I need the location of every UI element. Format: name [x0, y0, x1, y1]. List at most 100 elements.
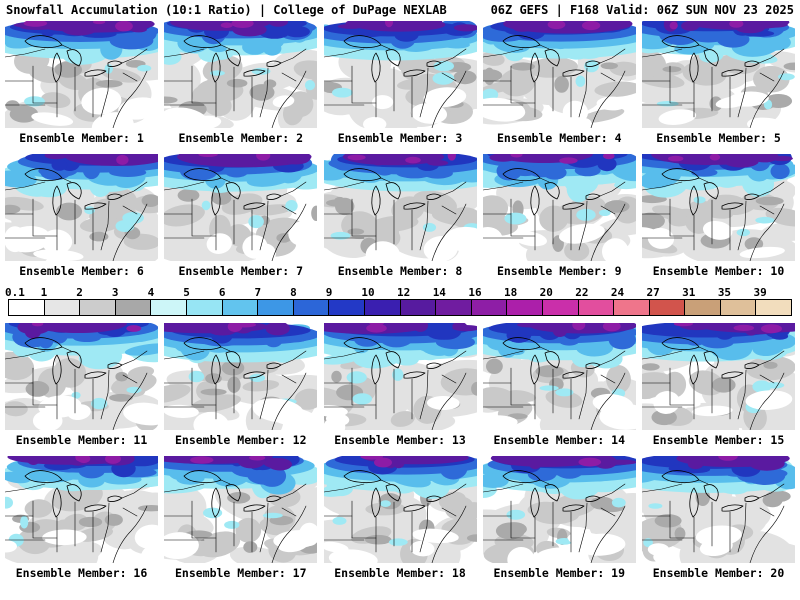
colorbar-segment [293, 300, 330, 315]
ensemble-panel: Ensemble Member: 12 [164, 323, 318, 454]
ensemble-panel: Ensemble Member: 1 [5, 21, 158, 152]
colorbar-segment [222, 300, 259, 315]
snowfall-map [642, 456, 795, 563]
snowfall-map [164, 154, 318, 261]
panel-row-2: Ensemble Member: 6 Ensemble Member: 7 En… [0, 152, 800, 285]
product-title: Snowfall Accumulation (10:1 Ratio) | Col… [6, 3, 447, 17]
colorbar-value: 35 [717, 286, 732, 299]
ensemble-panel: Ensemble Member: 6 [5, 154, 158, 285]
colorbar-segment [151, 300, 187, 315]
colorbar-value: 39 [753, 286, 767, 299]
colorbar-value: 4 [147, 286, 155, 299]
ensemble-panel: Ensemble Member: 8 [323, 154, 477, 285]
ensemble-panel: Ensemble Member: 3 [323, 21, 477, 152]
snowfall-map [642, 154, 795, 261]
colorbar-segment [364, 300, 401, 315]
snowfall-map [5, 154, 158, 261]
snowfall-map [5, 456, 158, 563]
ensemble-panel: Ensemble Member: 17 [164, 456, 318, 587]
colorbar [8, 299, 792, 316]
colorbar-value: 8 [290, 286, 297, 299]
panel-row-1: Ensemble Member: 1 Ensemble Member: 2 En… [0, 19, 800, 152]
ensemble-panel: Ensemble Member: 10 [642, 154, 795, 285]
panel-label: Ensemble Member: 5 [656, 131, 781, 145]
snowfall-map [323, 154, 477, 261]
colorbar-value: 24 [610, 286, 625, 299]
model-run-info: 06Z GEFS | F168 Valid: 06Z SUN NOV 23 20… [490, 3, 794, 17]
colorbar-value: 3 [111, 286, 119, 299]
colorbar-segment [400, 300, 437, 315]
snowfall-map [482, 154, 636, 261]
colorbar-segment [44, 300, 81, 315]
panel-label: Ensemble Member: 7 [178, 264, 304, 278]
colorbar-segment [542, 300, 579, 315]
panel-label: Ensemble Member: 16 [15, 566, 148, 580]
colorbar-value: 27 [646, 286, 660, 299]
colorbar-segment [436, 300, 472, 315]
colorbar-value: 2 [76, 286, 83, 299]
ensemble-panel: Ensemble Member: 19 [482, 456, 636, 587]
colorbar-value: 12 [397, 286, 411, 299]
colorbar-value: 14 [432, 286, 446, 299]
panel-label: Ensemble Member: 17 [174, 566, 307, 580]
colorbar-value: 1 [40, 286, 48, 299]
panel-row-3: Ensemble Member: 11 Ensemble Member: 12 … [0, 321, 800, 454]
colorbar-value: 7 [254, 286, 262, 299]
colorbar-value: 16 [468, 286, 482, 299]
colorbar-values: 0.1 1 2 3 4 5 6 7 8 9 10 12 14 16 18 20 22 24 27 31 35 39 [5, 286, 792, 299]
colorbar-segment [720, 300, 757, 315]
snowfall-map [642, 323, 795, 430]
snowfall-map [323, 21, 477, 128]
snowfall-map [164, 21, 318, 128]
panel-label: Ensemble Member: 4 [496, 131, 622, 145]
ensemble-panel: Ensemble Member: 15 [642, 323, 795, 454]
snowfall-map [5, 323, 158, 430]
colorbar-segment [614, 300, 650, 315]
colorbar-value: 31 [682, 286, 696, 299]
snowfall-map [5, 21, 158, 128]
snowfall-map [482, 323, 636, 430]
panel-label: Ensemble Member: 19 [493, 566, 626, 580]
ensemble-panel: Ensemble Member: 14 [482, 323, 636, 454]
snowfall-map [482, 456, 636, 563]
ensemble-panel: Ensemble Member: 20 [642, 456, 795, 587]
panel-label: Ensemble Member: 12 [174, 433, 307, 447]
panel-row-4: Ensemble Member: 16 Ensemble Member: 17 … [0, 454, 800, 587]
snowfall-map [642, 21, 795, 128]
colorbar-value: 9 [325, 286, 333, 299]
colorbar-value: 18 [503, 286, 518, 299]
panel-label: Ensemble Member: 3 [337, 131, 463, 145]
ensemble-panel: Ensemble Member: 11 [5, 323, 158, 454]
colorbar-segment [578, 300, 615, 315]
snowfall-map [323, 456, 477, 563]
colorbar-value: 5 [183, 286, 190, 299]
panel-label: Ensemble Member: 9 [496, 264, 622, 278]
colorbar-segment [115, 300, 152, 315]
panel-label: Ensemble Member: 6 [19, 264, 144, 278]
ensemble-panel: Ensemble Member: 13 [323, 323, 477, 454]
colorbar-segment [258, 300, 294, 315]
panel-label: Ensemble Member: 10 [652, 264, 785, 278]
colorbar-segment [80, 300, 116, 315]
ensemble-panel: Ensemble Member: 16 [5, 456, 158, 587]
colorbar-value: 20 [539, 286, 553, 299]
panel-label: Ensemble Member: 8 [337, 264, 463, 278]
ensemble-panel: Ensemble Member: 5 [642, 21, 795, 152]
colorbar-segment [507, 300, 543, 315]
colorbar-segment [186, 300, 223, 315]
ensemble-panel: Ensemble Member: 9 [482, 154, 636, 285]
ensemble-panel: Ensemble Member: 18 [323, 456, 477, 587]
panel-label: Ensemble Member: 11 [15, 433, 148, 447]
colorbar-segment [649, 300, 686, 315]
panel-label: Ensemble Member: 13 [334, 433, 466, 447]
colorbar-segment [9, 300, 45, 315]
snowfall-map [164, 323, 318, 430]
snowfall-map [482, 21, 636, 128]
colorbar-section: 0.1 1 2 3 4 5 6 7 8 9 10 12 14 16 18 20 22 24 27 31 35 39 [0, 285, 800, 321]
title-bar: Snowfall Accumulation (10:1 Ratio) | Col… [0, 0, 800, 19]
colorbar-segment [756, 300, 792, 315]
panel-label: Ensemble Member: 15 [652, 433, 785, 447]
colorbar-segment [329, 300, 365, 315]
colorbar-segment [685, 300, 721, 315]
colorbar-value: 22 [575, 286, 589, 299]
